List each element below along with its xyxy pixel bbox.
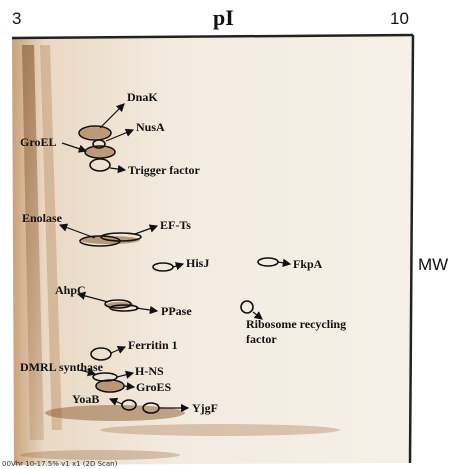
protein-label: HisJ xyxy=(186,256,209,270)
protein-label: EF-Ts xyxy=(160,218,191,232)
protein-label: NusA xyxy=(136,120,165,134)
pi-max: 10 xyxy=(390,9,409,28)
mw-label: MW xyxy=(418,255,448,274)
protein-label: GroEL xyxy=(20,135,56,149)
protein-label: YjgF xyxy=(192,401,218,415)
scan-caption: 00Vhr 10-17.5% v1 x1 (2D Scan) xyxy=(2,460,118,468)
protein-label: Trigger factor xyxy=(128,163,201,177)
protein-label: FkpA xyxy=(293,257,323,271)
pi-min: 3 xyxy=(12,9,21,28)
protein-label: YoaB xyxy=(72,392,99,406)
protein-label: Ferritin 1 xyxy=(128,338,178,352)
protein-label: H-NS xyxy=(135,364,164,378)
protein-label: Enolase xyxy=(22,211,63,225)
protein-label: GroES xyxy=(136,380,171,394)
protein-label: PPase xyxy=(161,304,192,318)
protein-label: DMRL synthase xyxy=(20,360,104,374)
protein-label: factor xyxy=(246,332,277,346)
protein-label: Ribosome recycling xyxy=(246,317,346,331)
axis-title: pI xyxy=(213,5,234,30)
figure: 3 pI 10 MW xyxy=(0,0,460,469)
protein-label: DnaK xyxy=(127,90,158,104)
protein-label: AhpC xyxy=(55,283,86,297)
